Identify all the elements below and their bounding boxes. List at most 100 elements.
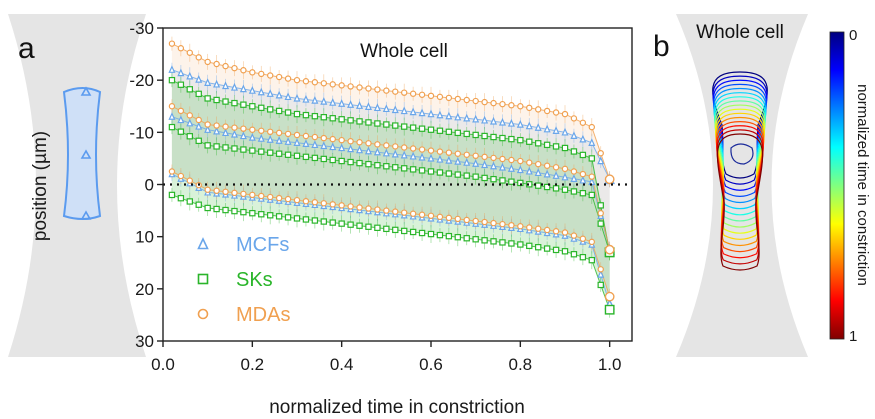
marker-sks-bottom	[275, 213, 283, 220]
marker-mcfs-top	[275, 90, 283, 99]
marker-mdas-mid	[213, 122, 220, 129]
marker-mdas-bottom	[275, 194, 283, 202]
end-marker-sks-bottom	[604, 304, 615, 315]
marker-mdas-mid	[186, 112, 193, 119]
panel-a-marker-bottom	[80, 210, 92, 220]
marker-sks-top	[526, 138, 533, 145]
marker-mdas-bottom	[347, 203, 354, 210]
panel-a-cell-shape	[62, 87, 102, 220]
marker-mdas-mid	[356, 139, 363, 146]
marker-sks-top	[508, 135, 515, 143]
marker-mcfs-top	[588, 138, 596, 146]
marker-mcfs-mid	[561, 172, 569, 181]
marker-sks-top	[401, 123, 408, 130]
colorbar-min-label: 0	[849, 27, 857, 44]
marker-sks-top	[275, 107, 283, 115]
marker-sks-top	[472, 131, 479, 139]
marker-mdas-top	[383, 87, 390, 94]
marker-mcfs-top	[266, 89, 274, 97]
marker-mcfs-top	[436, 110, 444, 119]
marker-mdas-bottom	[543, 226, 551, 234]
marker-sks-bottom	[347, 221, 354, 228]
marker-mdas-top	[204, 58, 211, 66]
marker-mdas-bottom	[284, 195, 292, 203]
marker-mdas-bottom	[383, 207, 390, 214]
marker-mdas-mid	[338, 136, 345, 144]
marker-mdas-mid	[552, 164, 560, 171]
marker-mcfs-top	[597, 156, 605, 165]
series-markers	[168, 40, 615, 315]
marker-sks-top	[293, 110, 301, 118]
marker-mdas-bottom	[240, 190, 247, 198]
marker-mcfs-mid	[409, 151, 417, 160]
marker-mdas-bottom	[329, 201, 336, 208]
legend-label-sks: SKs	[236, 269, 273, 291]
marker-sks-mid	[204, 142, 211, 149]
marker-mdas-bottom	[561, 229, 569, 236]
marker-sks-top	[186, 86, 193, 93]
marker-sks-top	[499, 134, 506, 142]
marker-mdas-mid	[490, 154, 497, 162]
marker-sks-mid	[552, 185, 560, 192]
marker-sks-bottom	[258, 211, 265, 218]
legend-marker-mdas	[197, 308, 209, 320]
marker-mcfs-mid	[302, 139, 310, 148]
marker-mcfs-mid	[275, 136, 283, 144]
marker-mdas-top	[365, 85, 372, 92]
marker-mcfs-top	[329, 98, 337, 106]
marker-mdas-top	[570, 115, 578, 122]
marker-mdas-top	[597, 149, 604, 157]
marker-sks-bottom	[356, 222, 363, 229]
marker-sks-mid	[445, 170, 453, 177]
y-tick-label: -10	[129, 123, 154, 142]
marker-sks-mid	[588, 191, 596, 199]
marker-sks-mid	[293, 152, 301, 160]
marker-mdas-mid	[258, 127, 265, 134]
marker-mcfs-mid	[534, 168, 542, 177]
marker-mdas-bottom	[204, 186, 211, 193]
marker-mdas-top	[347, 83, 354, 90]
marker-sks-top	[249, 103, 256, 110]
marker-sks-top	[552, 143, 560, 150]
marker-mdas-top	[177, 45, 185, 52]
marker-mdas-top	[329, 81, 336, 88]
marker-mdas-top	[454, 95, 461, 103]
marker-sks-top	[418, 125, 426, 132]
marker-sks-top	[374, 120, 381, 127]
marker-sks-top	[517, 136, 524, 144]
band-sks	[171, 80, 610, 310]
marker-sks-bottom	[401, 227, 408, 235]
panel-b-letter: b	[653, 30, 670, 63]
marker-sks-bottom	[320, 218, 328, 225]
marker-mdas-bottom	[436, 213, 444, 221]
marker-mdas-top	[499, 100, 506, 108]
marker-mcfs-mid	[177, 115, 185, 124]
marker-mdas-mid	[195, 116, 202, 124]
contour-line	[730, 143, 754, 165]
marker-mcfs-mid	[213, 126, 221, 135]
marker-mcfs-top	[320, 97, 328, 105]
marker-mcfs-top	[498, 117, 506, 126]
marker-sks-mid	[249, 147, 256, 154]
marker-mcfs-top	[463, 113, 471, 122]
marker-mdas-bottom	[213, 187, 220, 194]
marker-mcfs-bottom	[597, 269, 605, 278]
colorbar-max-label: 1	[849, 328, 857, 345]
marker-mcfs-top	[177, 68, 185, 77]
marker-mdas-bottom	[445, 214, 453, 222]
marker-sks-top	[543, 141, 551, 149]
y-tick-label: 0	[145, 176, 154, 195]
marker-sks-bottom	[409, 228, 417, 236]
marker-sks-bottom	[365, 223, 372, 230]
x-tick-label: 0.4	[330, 355, 354, 374]
legend-marker-mcfs	[197, 237, 209, 250]
x-tick-label: 1.0	[598, 355, 622, 374]
marker-mdas-bottom	[535, 225, 542, 232]
marker-sks-top	[195, 90, 202, 98]
marker-mcfs-mid	[284, 137, 292, 145]
marker-mdas-mid	[168, 103, 176, 110]
marker-sks-mid	[534, 182, 542, 189]
marker-mdas-top	[561, 110, 569, 118]
marker-mdas-mid	[329, 135, 336, 143]
marker-mdas-mid	[177, 107, 185, 115]
